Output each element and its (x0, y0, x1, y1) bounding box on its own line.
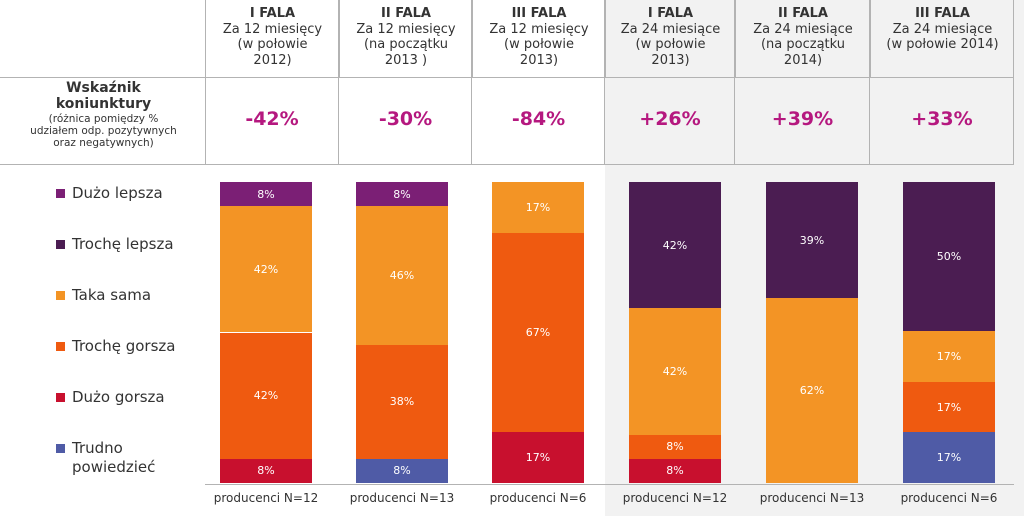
header-cell-3: III FALA Za 12 miesięcy (w połowie 2013) (472, 0, 605, 77)
header-period: Za 12 miesięcy (w połowie 2012) (222, 21, 323, 68)
legend-label: Dużo gorsza (72, 388, 165, 406)
grid-vline-5 (869, 0, 870, 164)
header-fala: II FALA (381, 6, 431, 21)
x-label-3: producenci N=6 (489, 491, 587, 505)
header-fala: I FALA (249, 6, 296, 21)
header-cell-5: II FALA Za 24 miesiące (na początku 2014) (735, 0, 870, 77)
legend-label: Trochę gorsza (72, 337, 176, 355)
x-label-2: producenci N=13 (349, 491, 455, 505)
bar-3-segment-4: 67% (492, 232, 584, 433)
x-label-6: producenci N=6 (900, 491, 998, 505)
header-period: Za 24 miesiące (na początku 2014) (753, 21, 853, 68)
bar-3-segment-3: 17% (492, 182, 584, 233)
grid-vline-6 (1013, 0, 1014, 164)
indicator-value-3: -84% (511, 108, 566, 130)
header-fala: II FALA (778, 6, 828, 21)
bar-6-segment-6: 17% (903, 432, 995, 483)
indicator-title: Wskaźnik koniunktury (55, 80, 152, 112)
bar-2-segment-3: 46% (356, 206, 448, 345)
grid-vline-0 (205, 0, 206, 164)
bar-1-segment-5: 8% (220, 458, 312, 483)
indicator-value-4: +26% (639, 108, 701, 130)
grid-vline-1 (338, 0, 339, 164)
grid-vline-3 (604, 0, 605, 164)
indicator-value-1: -42% (245, 108, 299, 130)
indicator-value-5: +39% (771, 108, 834, 130)
x-axis-line (205, 484, 1014, 485)
legend-swatch (56, 189, 65, 198)
bar-2-segment-1: 8% (356, 182, 448, 207)
bar-2-segment-4: 38% (356, 344, 448, 459)
header-line-top (205, 77, 1014, 78)
bar-4-segment-2: 42% (629, 182, 721, 309)
legend-swatch (56, 240, 65, 249)
bar-1-segment-4: 42% (220, 332, 312, 459)
x-label-4: producenci N=12 (622, 491, 728, 505)
bar-4-segment-5: 8% (629, 458, 721, 483)
header-period: Za 12 miesięcy (na początku 2013 ) (356, 21, 456, 68)
indicator-value-2: -30% (378, 108, 433, 130)
header-period: Za 24 miesiące (w połowie 2013) (620, 21, 721, 68)
legend-label: Trudno powiedzieć (72, 439, 156, 476)
header-fala: III FALA (511, 6, 567, 21)
grid-vline-4 (734, 0, 735, 164)
bar-3-segment-5: 17% (492, 432, 584, 483)
legend-swatch (56, 444, 65, 453)
header-fala: III FALA (915, 6, 970, 21)
bar-5-segment-3: 62% (766, 298, 858, 483)
bar-4-segment-3: 42% (629, 308, 721, 435)
indicator-value-6: +33% (911, 108, 973, 130)
bar-1-segment-3: 42% (220, 206, 312, 333)
header-fala: I FALA (647, 6, 694, 21)
header-cell-2: II FALA Za 12 miesięcy (na początku 2013 … (339, 0, 472, 77)
legend-label: Taka sama (72, 286, 152, 304)
header-cell-1: I FALA Za 12 miesięcy (w połowie 2012) (205, 0, 339, 77)
grid-vline-2 (471, 0, 472, 164)
bar-6-segment-3: 17% (903, 331, 995, 382)
header-cell-6: III FALA Za 24 miesiące (w połowie 2014) (870, 0, 1014, 77)
legend-swatch (56, 342, 65, 351)
legend-swatch (56, 393, 65, 402)
bar-5-segment-2: 39% (766, 182, 858, 299)
x-label-1: producenci N=12 (213, 491, 319, 505)
header-period: Za 12 miesięcy (w połowie 2013) (489, 21, 589, 68)
header-line-mid (0, 77, 205, 78)
header-period: Za 24 miesiące (w połowie 2014) (886, 21, 999, 53)
legend-label: Dużo lepsza (72, 184, 163, 202)
header-cell-4: I FALA Za 24 miesiące (w połowie 2013) (605, 0, 735, 77)
bar-4-segment-4: 8% (629, 434, 721, 459)
bar-2-segment-6: 8% (356, 458, 448, 483)
legend-swatch (56, 291, 65, 300)
indicator-line-bottom (0, 164, 1014, 165)
x-label-5: producenci N=13 (759, 491, 865, 505)
bar-6-segment-4: 17% (903, 381, 995, 433)
bar-6-segment-2: 50% (903, 182, 995, 331)
bar-1-segment-1: 8% (220, 182, 312, 207)
indicator-label: Wskaźnik koniunktury (różnica pomiędzy % … (6, 80, 201, 149)
indicator-subtitle: (różnica pomiędzy % udziałem odp. pozyty… (30, 113, 177, 149)
legend-label: Trochę lepsza (72, 235, 174, 253)
